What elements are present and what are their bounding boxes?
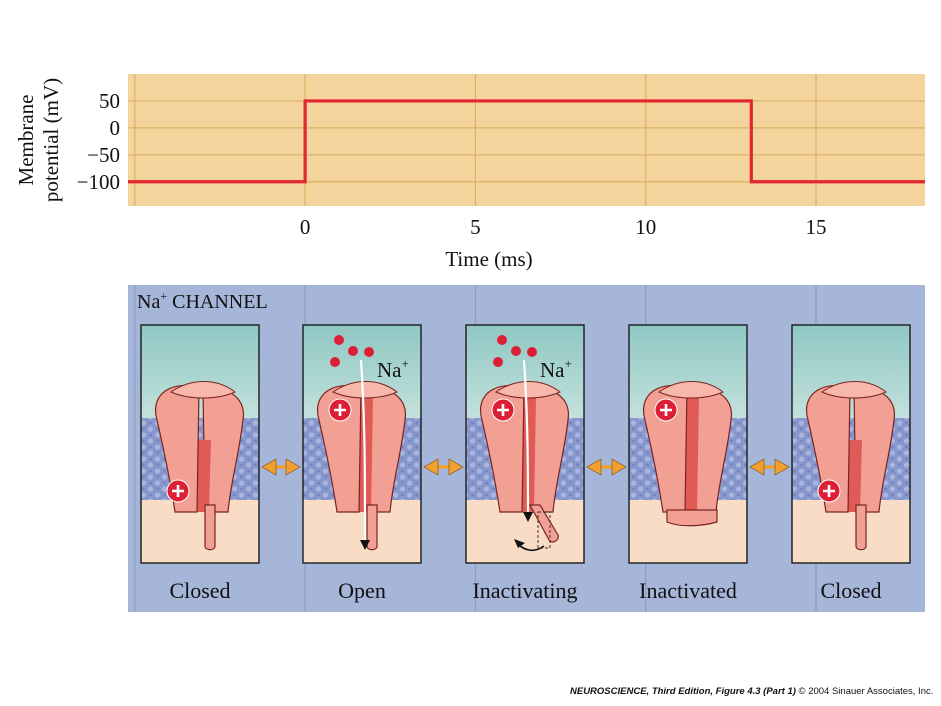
channel-rim <box>820 381 887 399</box>
state-label: Closed <box>169 578 230 603</box>
credit-title: NEUROSCIENCE, Third Edition, Figure 4.3 … <box>570 686 796 697</box>
channel-states: Closed Na+ Open Na+ Inactivating Inactivated C… <box>140 324 911 603</box>
arrowhead-left <box>749 458 765 476</box>
gate-swing-arrowhead <box>514 539 525 548</box>
membrane-potential-chart: 50 0 −50 −100 0 5 10 15 Membrane potential (mV… <box>14 74 925 271</box>
channel-rim <box>331 381 398 399</box>
state-label: Inactivating <box>472 578 577 603</box>
state-label: Open <box>338 578 386 603</box>
ion-flow-arrow <box>522 359 530 521</box>
arrowhead-right <box>448 458 464 476</box>
plus-sign <box>497 404 509 416</box>
y-tick-label: 0 <box>110 116 121 140</box>
ion-flow-arrowhead <box>360 540 370 550</box>
arrowhead-left <box>423 458 439 476</box>
ion-label: Na+ <box>540 356 572 382</box>
inactivation-gate <box>366 504 378 551</box>
gate-outline-dashed <box>537 511 551 549</box>
channel-subunit-left <box>316 384 362 513</box>
ion-flow-arrow <box>359 359 367 549</box>
inactivation-gate <box>204 504 216 551</box>
channel-state-4: Inactivated <box>628 324 748 603</box>
arrowhead-left <box>586 458 602 476</box>
sodium-ion <box>330 357 340 367</box>
y-axis-label-line1: Membrane <box>14 95 38 186</box>
state-frame <box>465 324 585 564</box>
sodium-ion <box>527 347 537 357</box>
arrowhead-right <box>285 458 301 476</box>
y-tick-label: −50 <box>87 143 120 167</box>
transition-arrow <box>261 458 301 476</box>
state-frame <box>302 324 422 564</box>
transition-arrow <box>423 458 464 476</box>
credit-copyright: © 2004 Sinauer Associates, Inc. <box>795 686 934 697</box>
channel-panel-title: Na+ CHANNEL <box>137 289 268 313</box>
potential-trace <box>128 99 925 184</box>
y-tick-label: 50 <box>99 89 120 113</box>
state-label: Inactivated <box>639 578 737 603</box>
chart-plot-area <box>128 74 925 206</box>
plus-sign <box>334 404 346 416</box>
x-tick-label: 10 <box>635 215 656 239</box>
x-tick-labels: 0 5 10 15 <box>300 215 827 239</box>
y-axis-label-line2: potential (mV) <box>39 78 63 202</box>
state-frame <box>140 324 260 564</box>
sodium-ion <box>364 347 374 357</box>
state-frame <box>791 324 911 564</box>
state-frame <box>628 324 748 564</box>
plus-sign <box>823 485 835 497</box>
channel-rim <box>494 381 561 399</box>
channel-state-2: Na+ Open <box>302 324 422 603</box>
transition-arrows <box>261 458 790 476</box>
channel-rim <box>169 381 236 399</box>
plus-sign <box>660 404 672 416</box>
channel-rim <box>657 381 724 399</box>
channel-state-5: Closed <box>791 324 911 603</box>
sodium-ion <box>348 346 358 356</box>
y-tick-labels: 50 0 −50 −100 <box>77 89 120 194</box>
sodium-ion <box>493 357 503 367</box>
sodium-channel-panel: Na+ CHANNEL Closed Na+ Open Na+ Inactivating… <box>128 285 925 612</box>
transition-arrow <box>749 458 790 476</box>
ion-flow-arrowhead <box>523 512 533 522</box>
channel-state-3: Na+ Inactivating <box>465 324 585 603</box>
figure-credit: NEUROSCIENCE, Third Edition, Figure 4.3 … <box>570 686 934 697</box>
x-tick-label: 0 <box>300 215 311 239</box>
x-tick-label: 5 <box>470 215 481 239</box>
inactivation-gate <box>855 504 867 551</box>
channel-subunit-left <box>642 384 688 513</box>
arrowhead-left <box>261 458 277 476</box>
sodium-ion <box>511 346 521 356</box>
y-tick-label: −100 <box>77 170 120 194</box>
channel-subunit-left <box>479 384 525 513</box>
x-tick-label: 15 <box>806 215 827 239</box>
transition-arrow <box>586 458 627 476</box>
arrowhead-right <box>774 458 790 476</box>
state-label: Closed <box>820 578 881 603</box>
sodium-ion <box>334 335 344 345</box>
arrowhead-right <box>611 458 627 476</box>
x-axis-label: Time (ms) <box>445 247 532 271</box>
sodium-ion <box>497 335 507 345</box>
channel-state-1: Closed <box>140 324 260 603</box>
inactivation-gate <box>666 509 718 527</box>
inactivation-gate <box>528 504 559 543</box>
ion-label: Na+ <box>377 356 409 382</box>
plus-sign <box>172 485 184 497</box>
